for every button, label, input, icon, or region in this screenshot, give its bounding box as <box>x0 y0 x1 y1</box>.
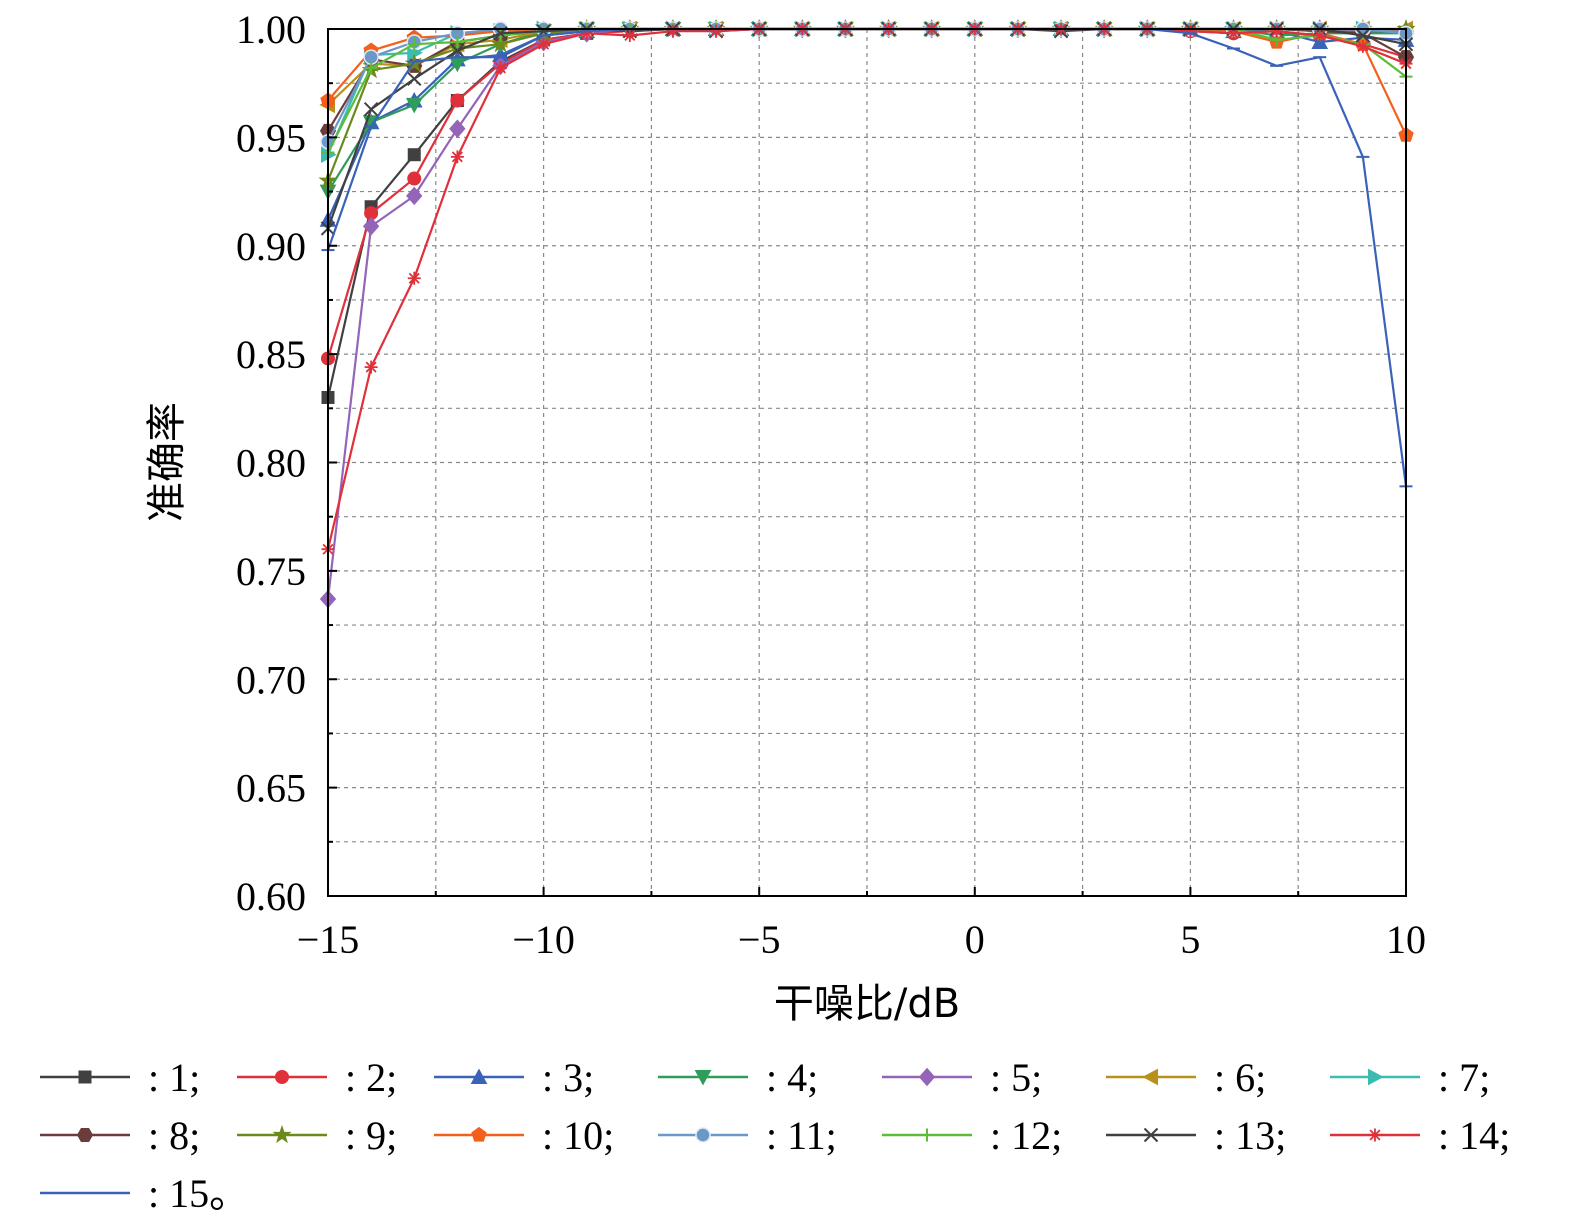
series-14-point <box>493 61 507 75</box>
series-14-point <box>364 360 378 374</box>
legend-swatch-marker <box>1143 1127 1159 1143</box>
grid-lines <box>328 29 1406 896</box>
legend-label: : 10; <box>542 1113 614 1158</box>
y-tick-label: 0.90 <box>236 224 306 269</box>
legend-swatch-marker <box>694 1070 712 1086</box>
legend-label: : 7; <box>1438 1055 1490 1100</box>
y-tick-label: 0.95 <box>236 115 306 160</box>
legend-item-7: : 7; <box>1330 1055 1490 1100</box>
legend-item-6: : 6; <box>1106 1055 1266 1100</box>
series-14-point <box>623 29 637 43</box>
series-5-point <box>449 119 466 138</box>
series-2-point <box>450 93 465 108</box>
legend-label: : 5; <box>990 1055 1042 1100</box>
legend-swatch-marker <box>920 1128 934 1142</box>
legend-item-9: : 9; <box>237 1113 397 1158</box>
x-tick-label: 5 <box>1180 917 1200 962</box>
series-4-point <box>405 97 423 114</box>
series-2-point <box>407 171 422 186</box>
series-14-point <box>1313 29 1327 43</box>
legend-label: : 12; <box>990 1113 1062 1158</box>
legend-label: : 1; <box>148 1055 200 1100</box>
legend-item-3: : 3; <box>434 1055 594 1100</box>
y-tick-label: 0.60 <box>236 874 306 919</box>
y-tick-label: 1.00 <box>236 7 306 52</box>
legend-label: : 11; <box>766 1113 837 1158</box>
legend-item-1: : 1; <box>40 1055 200 1100</box>
legend-swatch-marker <box>1368 1128 1382 1142</box>
legend-swatch-marker <box>918 1067 936 1087</box>
legend-swatch-marker <box>695 1127 711 1143</box>
series-14-point <box>666 24 680 38</box>
series-5-point <box>406 186 423 206</box>
series-13-point <box>1355 28 1371 43</box>
x-tick-label: 0 <box>965 917 985 962</box>
legend-item-15: : 15。 <box>40 1171 249 1216</box>
x-axis-title: 干噪比/dB <box>774 981 960 1027</box>
y-tick-label: 0.75 <box>236 549 306 594</box>
x-tick-label: −10 <box>512 917 575 962</box>
series-15-line <box>326 27 1408 487</box>
legend-item-5: : 5; <box>882 1055 1042 1100</box>
x-tick-label: 10 <box>1386 917 1426 962</box>
series-12-point <box>450 35 464 49</box>
series-1-point <box>407 148 421 162</box>
legend-item-12: : 12; <box>882 1113 1062 1158</box>
legend-label: : 2; <box>345 1055 397 1100</box>
series-14-point <box>450 150 464 164</box>
legend-swatch-marker <box>78 1070 92 1084</box>
y-tick-label: 0.65 <box>236 766 306 811</box>
legend-item-10: : 10; <box>434 1113 614 1158</box>
legend-label: : 9; <box>345 1113 397 1158</box>
legend-label: : 6; <box>1214 1055 1266 1100</box>
series-12-point <box>364 61 378 75</box>
series-14-point <box>1227 26 1241 40</box>
series-5-point <box>362 216 380 236</box>
y-tick-label: 0.80 <box>236 441 306 486</box>
series-14-point <box>407 271 421 285</box>
legend-item-2: : 2; <box>237 1055 397 1100</box>
legend-label: : 14; <box>1438 1113 1510 1158</box>
legend-item-13: : 13; <box>1106 1113 1286 1158</box>
legend-item-8: : 8; <box>40 1113 200 1158</box>
legend-swatch-marker <box>470 1068 488 1084</box>
legend-swatch-marker <box>471 1126 487 1142</box>
y-tick-label: 0.85 <box>236 332 306 377</box>
series-14-point <box>1183 24 1197 38</box>
legend-swatch-marker <box>275 1070 289 1084</box>
series-14-point <box>1270 24 1284 38</box>
y-axis-title: 准确率 <box>144 402 190 522</box>
legend-label: : 15。 <box>148 1171 249 1216</box>
series-14-point <box>709 24 723 38</box>
legend-item-4: : 4; <box>658 1055 818 1100</box>
legend-label: : 4; <box>766 1055 818 1100</box>
series-2-point <box>364 206 379 221</box>
legend-item-14: : 14; <box>1330 1113 1510 1158</box>
series-5-line <box>326 27 1406 600</box>
x-tick-label: −15 <box>297 917 360 962</box>
legend-swatch-marker <box>1368 1068 1384 1086</box>
x-tick-label: −5 <box>738 917 781 962</box>
series-14-point <box>580 26 594 40</box>
series-12 <box>321 22 1413 160</box>
series-13-point <box>450 43 465 58</box>
series-9-point <box>490 34 511 53</box>
series-14-point <box>537 37 551 51</box>
axis-ticks: −15 −10 −5 0 5 10 0.60 0.65 0.70 0.75 0.80 0.85 0.90… <box>236 7 1426 962</box>
legend-label: : 8; <box>148 1113 200 1158</box>
legend-swatch-marker <box>272 1124 292 1144</box>
series-14-point <box>1356 39 1370 53</box>
series-2 <box>321 22 1413 366</box>
y-tick-label: 0.70 <box>236 657 306 702</box>
legend-swatch-marker <box>76 1128 94 1142</box>
series-13-point <box>407 71 422 87</box>
legend: : 1; : 2; : 3; : 4; : 5; : 6; : 7; : 8; : 9; : 10… <box>40 1055 1510 1216</box>
series-13-point <box>363 101 379 117</box>
series-12-point <box>407 37 421 51</box>
legend-label: : 3; <box>542 1055 594 1100</box>
legend-swatch-marker <box>1142 1068 1158 1086</box>
legend-label: : 13; <box>1214 1113 1286 1158</box>
legend-item-11: : 11; <box>658 1113 837 1158</box>
